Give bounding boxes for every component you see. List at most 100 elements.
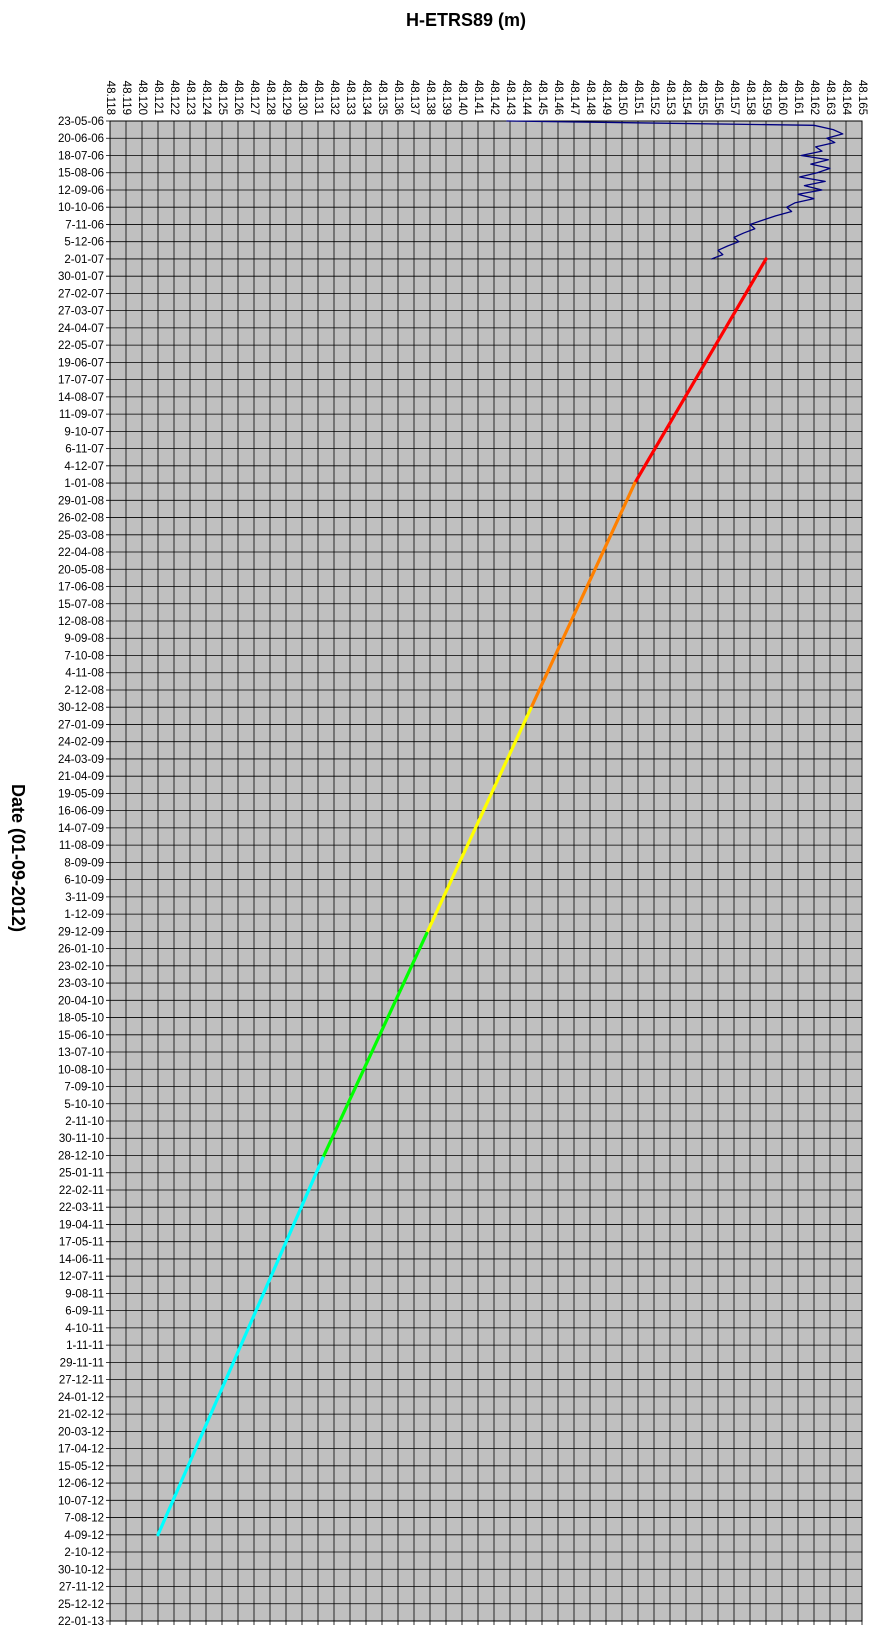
x-tick-label: 48.146 — [552, 80, 564, 115]
y-tick-label: 2-01-07 — [64, 254, 104, 266]
x-tick-label: 48.129 — [280, 80, 292, 115]
fit-segment-line — [633, 257, 768, 485]
y-tick-label: 5-12-06 — [64, 237, 104, 249]
x-tick-label: 48.139 — [440, 80, 452, 115]
y-tick-label: 27-12-11 — [59, 1375, 104, 1387]
y-tick-label: 2-10-12 — [64, 1547, 104, 1559]
y-tick-label: 25-12-12 — [58, 1599, 104, 1611]
y-tick-label: 7-11-06 — [65, 219, 104, 231]
y-tick-label: 10-08-10 — [58, 1064, 104, 1076]
y-tick-label: 23-03-10 — [58, 978, 104, 990]
y-tick-label: 27-02-07 — [58, 288, 104, 300]
y-tick-label: 22-04-08 — [58, 547, 104, 559]
y-tick-label: 18-05-10 — [58, 1013, 104, 1025]
x-tick-label: 48.132 — [328, 80, 340, 115]
fit-segment-line — [425, 706, 533, 935]
fit-segment-line — [156, 1156, 325, 1537]
x-tick-label: 48.127 — [248, 80, 260, 115]
y-tick-label: 17-07-07 — [58, 375, 104, 387]
x-tick-label: 48.120 — [136, 80, 148, 115]
x-tick-label: 48.154 — [680, 80, 692, 116]
y-tick-label: 26-01-10 — [58, 944, 104, 956]
y-tick-label: 10-10-06 — [58, 202, 104, 214]
x-tick-label: 48.152 — [648, 80, 660, 115]
x-tick-label: 48.138 — [424, 80, 436, 115]
y-tick-labels: 23-05-06 20-06-06 18-07-06 15-08-06 12-09-06… — [58, 116, 104, 1628]
y-tick-label: 23-05-06 — [58, 116, 104, 128]
y-tick-label: 30-11-10 — [59, 1133, 104, 1145]
y-tick-label: 19-06-07 — [58, 357, 104, 369]
y-tick-label: 24-01-12 — [58, 1392, 104, 1404]
x-tick-label: 48.159 — [760, 80, 772, 115]
y-tick-label: 19-04-11 — [59, 1219, 104, 1231]
plot-border — [109, 120, 863, 1622]
fit-segment-line — [529, 481, 637, 711]
y-tick-label: 9-10-07 — [64, 426, 104, 438]
fit-segment-line — [321, 931, 429, 1160]
y-tick-label: 4-09-12 — [64, 1530, 104, 1542]
x-tick-label: 48.126 — [232, 80, 244, 115]
y-axis-label: Date (01-09-2012) — [8, 784, 28, 932]
x-tick-label: 48.157 — [728, 80, 740, 115]
x-tick-label: 48.119 — [120, 81, 132, 115]
y-tick-label: 14-07-09 — [58, 823, 104, 835]
y-tick-label: 6-10-09 — [64, 875, 104, 887]
x-tick-label: 48.144 — [520, 80, 532, 116]
y-tick-label: 4-11-08 — [65, 668, 104, 680]
x-tick-label: 48.124 — [200, 80, 212, 116]
x-tick-label: 48.164 — [840, 80, 852, 116]
y-tick-label: 18-07-06 — [58, 150, 104, 162]
y-tick-label: 7-10-08 — [64, 650, 104, 662]
raw-observation-line — [506, 120, 844, 260]
y-tick-label: 29-11-11 — [60, 1357, 104, 1369]
y-tick-label: 12-09-06 — [58, 185, 104, 197]
y-tick-label: 12-08-08 — [58, 616, 104, 628]
y-tick-label: 25-01-11 — [59, 1168, 104, 1180]
x-tick-label: 48.150 — [616, 80, 628, 115]
y-tick-label: 27-11-12 — [59, 1582, 104, 1594]
y-tick-label: 14-06-11 — [59, 1254, 104, 1266]
x-tick-label: 48.149 — [600, 80, 612, 115]
plot-area — [110, 121, 862, 1621]
series-layer — [156, 120, 844, 1537]
y-tick-label: 11-08-09 — [59, 840, 104, 852]
x-tick-label: 48.142 — [488, 80, 500, 115]
y-tick-label: 15-05-12 — [58, 1461, 104, 1473]
grid-lines — [106, 120, 863, 1625]
x-tick-label: 48.162 — [808, 80, 820, 115]
y-tick-label: 12-06-12 — [58, 1478, 104, 1490]
y-tick-label: 23-02-10 — [58, 961, 104, 973]
y-tick-label: 29-01-08 — [58, 495, 104, 507]
x-tick-label: 48.143 — [504, 80, 516, 115]
x-tick-label: 48.133 — [344, 80, 356, 115]
y-tick-label: 13-07-10 — [58, 1047, 104, 1059]
y-tick-label: 1-12-09 — [64, 909, 104, 921]
y-tick-label: 24-04-07 — [58, 323, 104, 335]
x-tick-label: 48.134 — [360, 80, 372, 116]
x-tick-label: 48.145 — [536, 80, 548, 115]
y-tick-label: 6-11-07 — [65, 444, 104, 456]
y-tick-label: 24-02-09 — [58, 737, 104, 749]
y-tick-label: 17-06-08 — [58, 582, 104, 594]
y-tick-label: 12-07-11 — [59, 1271, 104, 1283]
y-tick-label: 20-05-08 — [58, 564, 104, 576]
y-tick-label: 5-10-10 — [64, 1099, 104, 1111]
y-tick-label: 25-03-08 — [58, 530, 104, 542]
y-tick-label: 19-05-09 — [58, 788, 104, 800]
y-tick-label: 22-02-11 — [59, 1185, 104, 1197]
y-tick-label: 22-05-07 — [58, 340, 104, 352]
y-tick-label: 30-10-12 — [58, 1564, 104, 1576]
x-tick-label: 48.163 — [824, 80, 836, 115]
y-tick-label: 7-08-12 — [64, 1513, 104, 1525]
x-tick-label: 48.140 — [456, 80, 468, 115]
x-tick-label: 48.137 — [408, 80, 420, 115]
y-tick-label: 20-06-06 — [58, 133, 104, 145]
x-tick-label: 48.136 — [392, 80, 404, 115]
x-tick-label: 48.151 — [632, 80, 644, 115]
x-tick-labels: 48.118 48.119 48.120 48.121 48.122 48.123 48.1… — [104, 80, 868, 116]
y-tick-label: 9-09-08 — [64, 633, 104, 645]
y-tick-label: 21-02-12 — [58, 1409, 104, 1421]
y-tick-label: 22-01-13 — [58, 1616, 104, 1628]
y-tick-label: 20-04-10 — [58, 995, 104, 1007]
y-tick-label: 8-09-09 — [64, 857, 104, 869]
